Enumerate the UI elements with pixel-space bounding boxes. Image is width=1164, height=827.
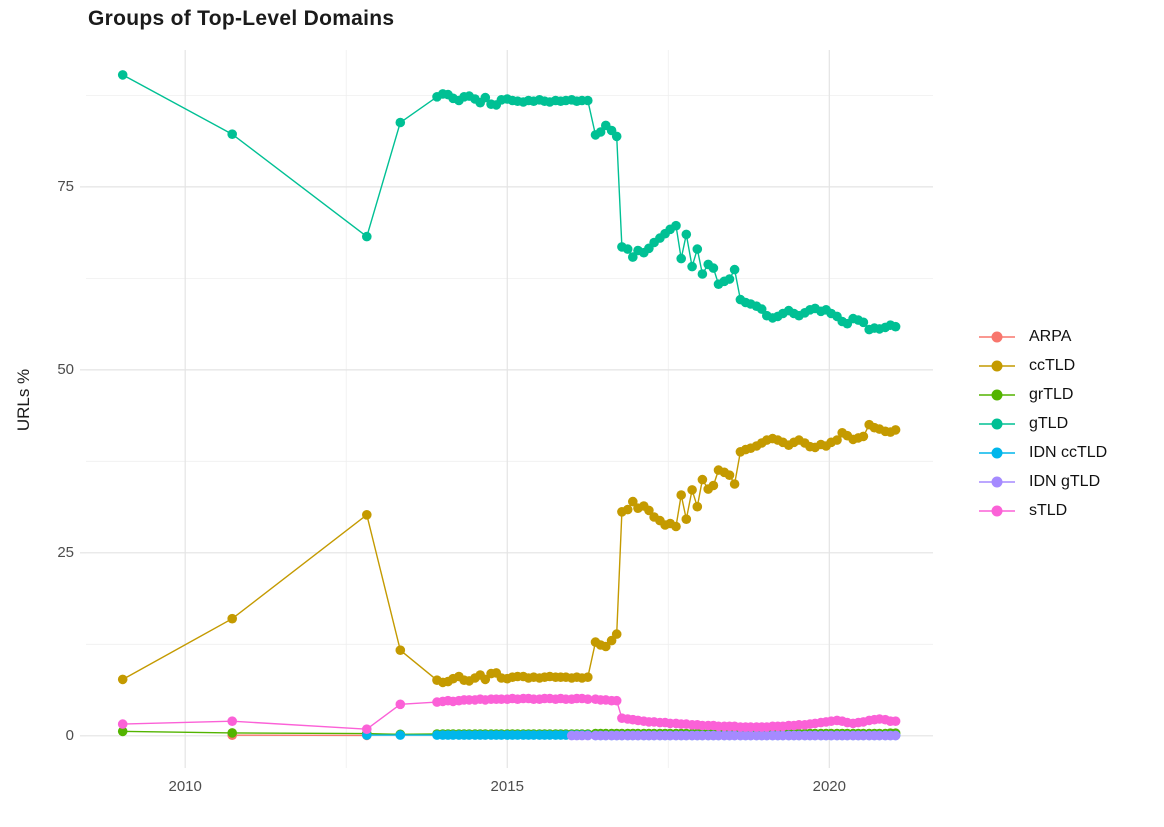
data-point xyxy=(362,231,372,242)
series-line xyxy=(122,74,896,331)
series-line xyxy=(122,423,896,684)
data-point xyxy=(601,641,611,652)
x-tick-label: 2010 xyxy=(168,778,202,795)
data-point xyxy=(890,425,901,435)
legend-item-gTLD: gTLD xyxy=(978,409,1107,438)
legend-label: grTLD xyxy=(1029,385,1074,403)
data-point xyxy=(671,220,681,231)
data-point xyxy=(480,92,491,103)
x-tick-label: 2020 xyxy=(812,778,846,795)
data-point xyxy=(628,496,638,507)
y-tick-label: 50 xyxy=(57,360,74,378)
y-tick-label: 0 xyxy=(65,726,74,744)
legend-key-icon xyxy=(979,331,1015,342)
data-point xyxy=(395,699,406,710)
legend: ARPA ccTLD grTLD gTLD IDN ccTLD IDN gTLD sTLD xyxy=(978,322,1107,525)
legend-key-icon xyxy=(979,505,1015,516)
data-point xyxy=(622,504,633,515)
data-point xyxy=(611,695,622,706)
data-point xyxy=(697,474,708,485)
data-point xyxy=(611,131,622,142)
data-point xyxy=(611,629,622,639)
legend-item-ccTLD: ccTLD xyxy=(978,351,1107,380)
data-point xyxy=(622,244,633,254)
data-point xyxy=(362,724,372,734)
data-point xyxy=(628,252,638,262)
data-point xyxy=(671,521,681,532)
data-point xyxy=(708,480,719,491)
data-point xyxy=(724,274,735,284)
data-point xyxy=(692,244,703,254)
data-point xyxy=(890,730,901,741)
data-point xyxy=(117,70,128,80)
legend-key-icon xyxy=(979,447,1015,458)
legend-key-icon xyxy=(979,418,1015,429)
legend-label: ARPA xyxy=(1029,327,1072,345)
data-point xyxy=(676,253,686,264)
legend-key-icon xyxy=(979,389,1015,400)
legend-label: IDN gTLD xyxy=(1029,472,1101,490)
data-point xyxy=(729,479,740,489)
series-gTLD xyxy=(117,70,901,335)
data-point xyxy=(724,470,735,481)
data-point xyxy=(480,674,491,685)
data-point xyxy=(117,674,128,685)
series-ccTLD xyxy=(117,419,901,688)
data-point xyxy=(697,269,708,279)
legend-key-icon xyxy=(979,476,1015,487)
data-point xyxy=(395,117,406,128)
data-point xyxy=(395,730,406,740)
legend-item-grTLD: grTLD xyxy=(978,380,1107,409)
series-ARPA xyxy=(227,730,372,741)
x-tick-label: 2015 xyxy=(490,778,524,795)
data-point xyxy=(681,514,692,524)
data-point xyxy=(583,95,593,106)
data-point xyxy=(832,435,842,445)
data-point xyxy=(583,694,593,704)
data-point xyxy=(117,726,128,737)
data-point xyxy=(606,635,617,646)
legend-label: IDN ccTLD xyxy=(1029,443,1108,461)
series-sTLD xyxy=(117,693,901,734)
data-point xyxy=(583,672,593,682)
data-point xyxy=(117,719,128,729)
data-point xyxy=(227,129,237,139)
chart-title: Groups of Top-Level Domains xyxy=(88,7,395,30)
data-point xyxy=(756,304,767,314)
data-point xyxy=(227,613,237,624)
data-point xyxy=(227,716,237,726)
data-point xyxy=(644,505,654,516)
legend-label: sTLD xyxy=(1029,501,1068,519)
legend-item-IDN-gTLD: IDN gTLD xyxy=(978,467,1107,496)
data-point xyxy=(708,263,719,273)
data-point xyxy=(227,728,237,738)
data-point xyxy=(692,501,703,512)
data-point xyxy=(583,730,593,741)
legend-item-sTLD: sTLD xyxy=(978,496,1107,525)
y-tick-label: 25 xyxy=(57,543,74,561)
legend-item-IDN-ccTLD: IDN ccTLD xyxy=(978,438,1107,467)
data-point xyxy=(858,317,869,328)
legend-label: ccTLD xyxy=(1029,356,1076,374)
legend-item-ARPA: ARPA xyxy=(978,322,1107,351)
data-point xyxy=(729,264,740,275)
data-point xyxy=(595,127,606,137)
legend-key-icon xyxy=(979,360,1015,371)
series-IDN-gTLD xyxy=(566,730,901,741)
data-point xyxy=(687,261,697,272)
data-point xyxy=(395,645,406,655)
data-point xyxy=(890,321,901,332)
data-point xyxy=(676,490,686,500)
y-tick-label: 75 xyxy=(57,177,74,195)
data-point xyxy=(890,716,901,726)
data-point xyxy=(858,431,869,442)
data-point xyxy=(687,485,697,495)
legend-label: gTLD xyxy=(1029,414,1069,432)
data-point xyxy=(362,510,372,520)
data-point xyxy=(681,229,692,240)
